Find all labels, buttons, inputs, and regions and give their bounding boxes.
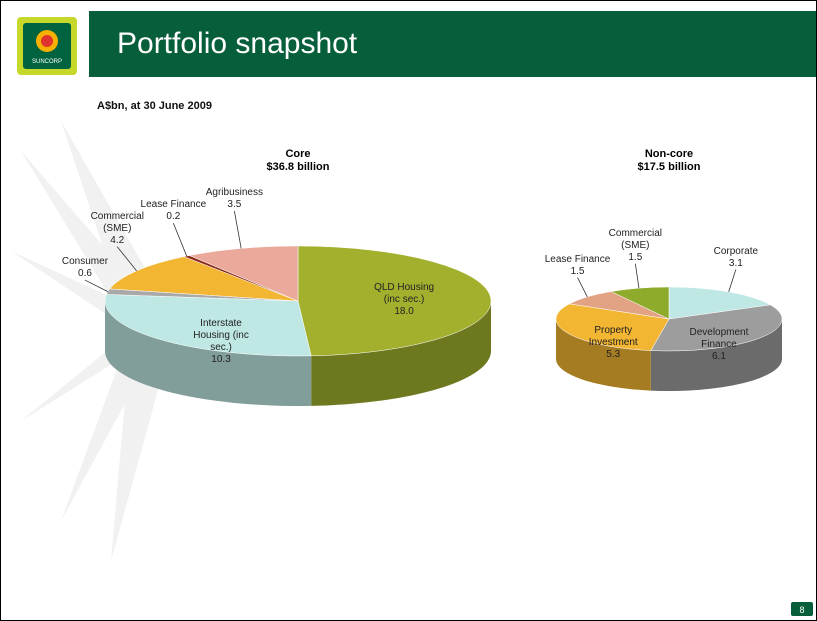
slice-category: Commercial (SME) [596, 228, 674, 252]
chart-title-block: Core$36.8 billion [198, 148, 398, 174]
logo-sun-core [41, 35, 53, 47]
chart-title: Non-core [569, 148, 769, 161]
slide-title: Portfolio snapshot [117, 27, 358, 60]
slice-value: 6.1 [680, 351, 758, 363]
slide: SUNCORP Portfolio snapshot A$bn, at 30 J… [0, 0, 817, 621]
chart-subtitle: $17.5 billion [569, 161, 769, 174]
slide-subtitle: A$bn, at 30 June 2009 [97, 100, 212, 112]
page-number: 8 [799, 605, 804, 615]
slice-category: Development Finance [680, 327, 758, 351]
slice-label: QLD Housing (inc sec.)18.0 [365, 282, 443, 318]
logo-text: SUNCORP [32, 59, 62, 65]
chart-subtitle: $36.8 billion [198, 161, 398, 174]
leader-line [234, 211, 241, 249]
slice-category: Consumer [46, 256, 124, 268]
slice-category: Interstate Housing (inc sec.) [182, 318, 260, 354]
chart-title: Core [198, 148, 398, 161]
slice-value: 1.5 [539, 266, 617, 278]
slice-value: 5.3 [574, 349, 652, 361]
leader-line [173, 223, 186, 256]
slice-category: QLD Housing (inc sec.) [365, 282, 443, 306]
slice-value: 0.2 [134, 211, 212, 223]
slice-category: Property Investment [574, 325, 652, 349]
slice-value: 18.0 [365, 306, 443, 318]
leader-line [729, 270, 736, 292]
slice-category: Agribusiness [195, 187, 273, 199]
slice-label: Interstate Housing (inc sec.)10.3 [182, 318, 260, 366]
slice-value: 0.6 [46, 268, 124, 280]
slice-label: Commercial (SME)1.5 [596, 228, 674, 264]
slice-value: 10.3 [182, 354, 260, 366]
leader-line [578, 278, 588, 297]
slice-value: 4.2 [78, 235, 156, 247]
slice-value: 3.1 [697, 258, 775, 270]
leader-line [635, 264, 639, 289]
slice-value: 1.5 [596, 252, 674, 264]
slice-value: 3.5 [195, 199, 273, 211]
chart-title-block: Non-core$17.5 billion [569, 148, 769, 174]
slice-category: Corporate [697, 246, 775, 258]
